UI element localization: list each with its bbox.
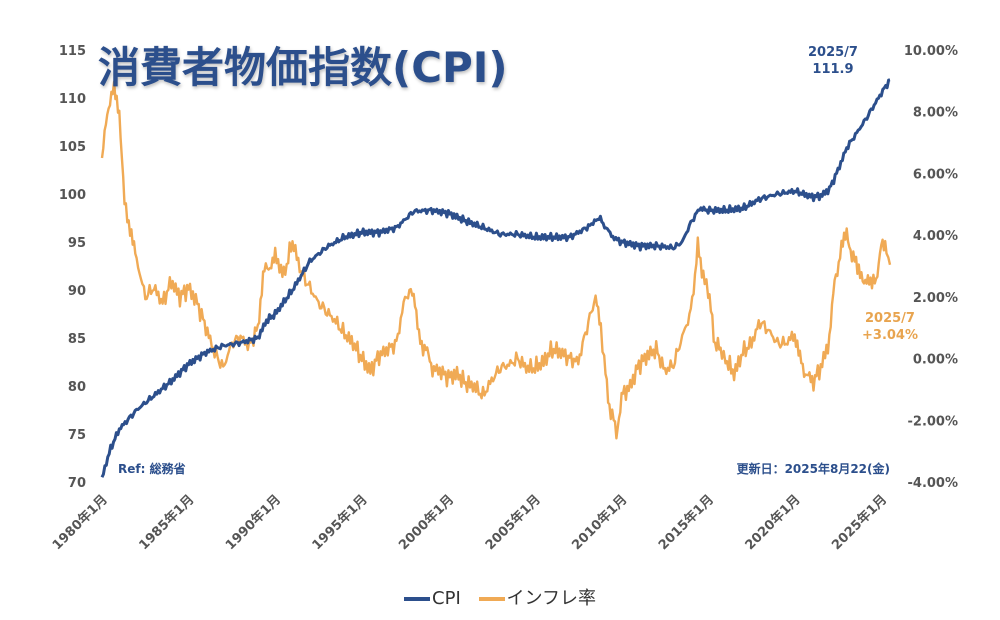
left-tick-label: 90: [68, 284, 86, 299]
inflation-latest-value: +3.04%: [862, 328, 918, 343]
left-tick-label: 100: [59, 188, 86, 203]
left-tick-label: 75: [68, 428, 86, 443]
chart-title: 消費者物価指数(CPI): [98, 43, 508, 92]
updated-date: 更新日：2025年8月22(金): [736, 462, 890, 476]
legend-label-cpi: CPI: [432, 588, 461, 609]
source-reference: Ref: 総務省: [118, 462, 186, 476]
left-axis-ticks: 70 75 80 85 90 95 100 105 110 115: [59, 44, 86, 491]
left-tick-label: 110: [59, 92, 86, 107]
x-tick-label: 1995年1月: [309, 492, 371, 554]
left-tick-label: 105: [59, 140, 86, 155]
right-tick-label: 8.00%: [913, 106, 958, 121]
chart-legend: CPI インフレ率: [0, 584, 1000, 610]
series-cpi-line: [100, 78, 891, 478]
x-tick-label: 1980年1月: [49, 492, 111, 554]
left-tick-label: 115: [59, 44, 86, 59]
legend-label-inflation: インフレ率: [506, 588, 596, 609]
left-tick-label: 95: [68, 236, 86, 251]
x-tick-label: 2015年1月: [655, 492, 717, 554]
cpi-latest-annotation: 2025/7 111.9: [808, 44, 858, 78]
x-tick-label: 2005年1月: [482, 492, 544, 554]
right-tick-label: 4.00%: [913, 229, 958, 244]
cpi-latest-date: 2025/7: [808, 45, 858, 60]
right-tick-label: 6.00%: [913, 167, 958, 182]
x-tick-label: 1990年1月: [222, 492, 284, 554]
legend-swatch-inflation: [478, 597, 505, 601]
legend-item-cpi[interactable]: CPI: [404, 588, 461, 609]
left-tick-label: 80: [68, 380, 86, 395]
x-tick-label: 2010年1月: [569, 492, 631, 554]
right-tick-label: 0.00%: [913, 353, 958, 368]
x-axis-ticks: 1980年1月 1985年1月 1990年1月 1995年1月 2000年1月 2005年…: [49, 492, 890, 554]
series-inflation-line: [100, 80, 892, 440]
x-tick-label: 2000年1月: [396, 492, 458, 554]
right-tick-label: 2.00%: [913, 291, 958, 306]
x-tick-label: 2025年1月: [828, 492, 890, 554]
right-tick-label: -4.00%: [908, 476, 959, 491]
legend-swatch-cpi: [404, 597, 431, 601]
left-tick-label: 85: [68, 332, 86, 347]
right-axis-ticks: -4.00% -2.00% 0.00% 2.00% 4.00% 6.00% 8.00% 10.…: [904, 44, 958, 491]
left-tick-label: 70: [68, 476, 86, 491]
cpi-latest-value: 111.9: [812, 62, 854, 77]
inflation-latest-annotation: 2025/7 +3.04%: [862, 310, 918, 344]
x-tick-label: 1985年1月: [136, 492, 198, 554]
legend-item-inflation[interactable]: インフレ率: [478, 584, 596, 610]
inflation-latest-date: 2025/7: [865, 311, 915, 326]
right-tick-label: -2.00%: [908, 414, 959, 429]
right-tick-label: 10.00%: [904, 44, 958, 59]
x-tick-label: 2020年1月: [742, 492, 804, 554]
